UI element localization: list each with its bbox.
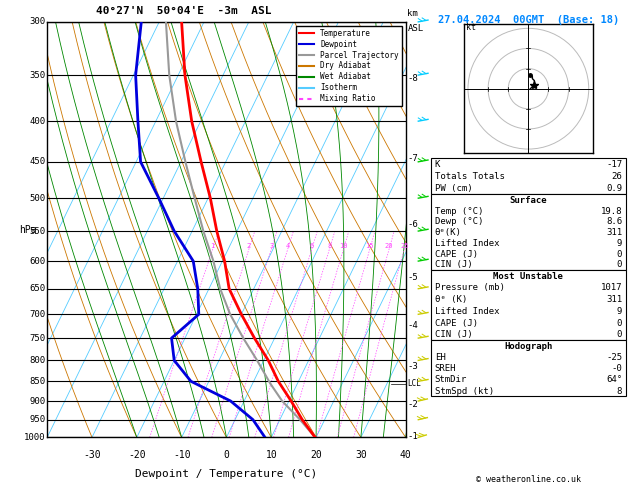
Text: CIN (J): CIN (J) xyxy=(435,330,472,339)
Text: © weatheronline.co.uk: © weatheronline.co.uk xyxy=(476,474,581,484)
Text: 300: 300 xyxy=(30,17,45,26)
Text: StmDir: StmDir xyxy=(435,375,467,384)
Text: 350: 350 xyxy=(30,70,45,80)
Text: 15: 15 xyxy=(365,243,374,249)
Text: 20: 20 xyxy=(310,450,322,460)
Text: kt: kt xyxy=(466,23,476,33)
Text: Totals Totals: Totals Totals xyxy=(435,172,504,181)
Text: CAPE (J): CAPE (J) xyxy=(435,250,477,259)
Text: -1: -1 xyxy=(408,432,418,441)
Text: 25: 25 xyxy=(400,243,409,249)
Text: 750: 750 xyxy=(30,333,45,343)
Text: -20: -20 xyxy=(128,450,146,460)
Text: 0.9: 0.9 xyxy=(606,184,622,193)
Text: 1: 1 xyxy=(211,243,215,249)
Text: StmSpd (kt): StmSpd (kt) xyxy=(435,386,494,396)
Text: Mixing Ratio (g/kg): Mixing Ratio (g/kg) xyxy=(436,178,445,281)
Text: 8.6: 8.6 xyxy=(606,217,622,226)
Text: 8: 8 xyxy=(616,386,622,396)
Text: 950: 950 xyxy=(30,415,45,424)
Text: CAPE (J): CAPE (J) xyxy=(435,319,477,328)
Text: ASL: ASL xyxy=(408,24,423,33)
Text: Dewpoint / Temperature (°C): Dewpoint / Temperature (°C) xyxy=(135,469,318,479)
Text: 900: 900 xyxy=(30,397,45,405)
Text: 311: 311 xyxy=(606,228,622,237)
Text: 4: 4 xyxy=(286,243,290,249)
Text: 850: 850 xyxy=(30,377,45,386)
Text: 64°: 64° xyxy=(606,375,622,384)
Text: 30: 30 xyxy=(355,450,367,460)
Text: -8: -8 xyxy=(408,74,418,84)
Text: K: K xyxy=(435,160,440,169)
Text: 10: 10 xyxy=(265,450,277,460)
Text: -25: -25 xyxy=(606,353,622,362)
Text: -5: -5 xyxy=(408,274,418,282)
Text: 6: 6 xyxy=(309,243,314,249)
Text: 40°27'N  50°04'E  -3m  ASL: 40°27'N 50°04'E -3m ASL xyxy=(96,6,271,16)
Text: Lifted Index: Lifted Index xyxy=(435,239,499,248)
Text: 1017: 1017 xyxy=(601,283,622,293)
Text: 26: 26 xyxy=(611,172,622,181)
Text: -2: -2 xyxy=(408,399,418,409)
Text: 27.04.2024  00GMT  (Base: 18): 27.04.2024 00GMT (Base: 18) xyxy=(438,15,619,25)
Text: PW (cm): PW (cm) xyxy=(435,184,472,193)
Text: 600: 600 xyxy=(30,257,45,265)
Text: -7: -7 xyxy=(408,154,418,163)
Text: 0: 0 xyxy=(616,330,622,339)
Text: 9: 9 xyxy=(616,307,622,316)
Text: 0: 0 xyxy=(616,319,622,328)
Text: 800: 800 xyxy=(30,356,45,365)
Text: 8: 8 xyxy=(327,243,331,249)
Text: -10: -10 xyxy=(173,450,191,460)
Text: km: km xyxy=(408,9,418,17)
Text: Temp (°C): Temp (°C) xyxy=(435,207,483,216)
Text: 450: 450 xyxy=(30,157,45,166)
Text: 550: 550 xyxy=(30,226,45,236)
Text: -17: -17 xyxy=(606,160,622,169)
Text: 700: 700 xyxy=(30,310,45,319)
Text: 0: 0 xyxy=(223,450,230,460)
Text: Surface: Surface xyxy=(509,196,547,205)
Text: Dewp (°C): Dewp (°C) xyxy=(435,217,483,226)
Text: 10: 10 xyxy=(339,243,348,249)
Text: Most Unstable: Most Unstable xyxy=(493,272,564,281)
Text: -6: -6 xyxy=(408,220,418,229)
Text: 0: 0 xyxy=(616,260,622,269)
Text: 400: 400 xyxy=(30,117,45,126)
Text: Pressure (mb): Pressure (mb) xyxy=(435,283,504,293)
Text: Hodograph: Hodograph xyxy=(504,342,552,351)
Text: 3: 3 xyxy=(269,243,274,249)
Text: EH: EH xyxy=(435,353,445,362)
Text: CIN (J): CIN (J) xyxy=(435,260,472,269)
Text: -4: -4 xyxy=(408,321,418,330)
Text: 9: 9 xyxy=(616,239,622,248)
Text: -30: -30 xyxy=(83,450,101,460)
Text: hPa: hPa xyxy=(19,225,36,235)
Text: θᵉ(K): θᵉ(K) xyxy=(435,228,462,237)
Text: -3: -3 xyxy=(408,362,418,371)
Text: LCL: LCL xyxy=(408,379,421,388)
Legend: Temperature, Dewpoint, Parcel Trajectory, Dry Adiabat, Wet Adiabat, Isotherm, Mi: Temperature, Dewpoint, Parcel Trajectory… xyxy=(296,26,402,106)
Text: 19.8: 19.8 xyxy=(601,207,622,216)
Text: 40: 40 xyxy=(400,450,411,460)
Text: 650: 650 xyxy=(30,284,45,293)
Text: 500: 500 xyxy=(30,194,45,203)
Text: Lifted Index: Lifted Index xyxy=(435,307,499,316)
Text: 311: 311 xyxy=(606,295,622,304)
Text: -0: -0 xyxy=(611,364,622,373)
Text: θᵉ (K): θᵉ (K) xyxy=(435,295,467,304)
Text: 1000: 1000 xyxy=(24,433,45,442)
Text: 2: 2 xyxy=(247,243,251,249)
Text: 20: 20 xyxy=(385,243,393,249)
Text: 0: 0 xyxy=(616,250,622,259)
Text: SREH: SREH xyxy=(435,364,456,373)
